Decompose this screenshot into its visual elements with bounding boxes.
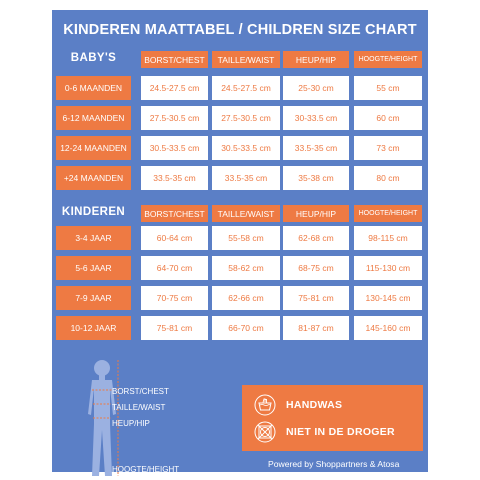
baby-size-cell: 60 cm	[354, 106, 422, 130]
kids-row-label: 10-12 JAAR	[56, 316, 131, 340]
baby-size-cell: 25-30 cm	[283, 76, 349, 100]
kids-size-cell: 75-81 cm	[141, 316, 208, 340]
measure-label-height: HOOGTE/HEIGHT	[112, 465, 180, 474]
footer-credit: Powered by Shoppartners & Atosa	[268, 459, 400, 469]
baby-size-cell: 24.5-27.5 cm	[141, 76, 208, 100]
kids-column-header: TAILLE/WAIST	[212, 205, 280, 222]
kids-size-cell: 75-81 cm	[283, 286, 349, 310]
baby-column-header: HEUP/HIP	[283, 51, 349, 68]
baby-size-cell: 30.5-33.5 cm	[141, 136, 208, 160]
kids-size-cell: 60-64 cm	[141, 226, 208, 250]
child-figure-icon	[88, 360, 119, 476]
chart-title: KINDEREN MAATTABEL / CHILDREN SIZE CHART	[63, 22, 417, 38]
measure-label-hip: HEUP/HIP	[112, 419, 150, 428]
baby-column-header: HOOGTE/HEIGHT	[354, 51, 422, 68]
kids-row-label: 3-4 JAAR	[56, 226, 131, 250]
kids-size-cell: 130-145 cm	[354, 286, 422, 310]
kids-column-header: HEUP/HIP	[283, 205, 349, 222]
kids-size-cell: 98-115 cm	[354, 226, 422, 250]
kids-size-cell: 62-68 cm	[283, 226, 349, 250]
care-row-handwash: HANDWAS	[254, 394, 342, 416]
kids-size-cell: 64-70 cm	[141, 256, 208, 280]
size-chart-panel: KINDEREN MAATTABEL / CHILDREN SIZE CHART…	[52, 10, 428, 476]
handwash-icon	[254, 394, 276, 416]
baby-size-cell: 33.5-35 cm	[141, 166, 208, 190]
baby-size-cell: 73 cm	[354, 136, 422, 160]
baby-size-cell: 35-38 cm	[283, 166, 349, 190]
care-row-no-dryer: NIET IN DE DROGER	[254, 421, 395, 443]
baby-column-header: BORST/CHEST	[141, 51, 208, 68]
baby-size-cell: 80 cm	[354, 166, 422, 190]
baby-size-cell: 27.5-30.5 cm	[141, 106, 208, 130]
kids-size-cell: 145-160 cm	[354, 316, 422, 340]
kids-size-cell: 66-70 cm	[212, 316, 280, 340]
baby-size-cell: 24.5-27.5 cm	[212, 76, 280, 100]
kids-size-cell: 68-75 cm	[283, 256, 349, 280]
baby-size-cell: 33.5-35 cm	[212, 166, 280, 190]
baby-size-cell: 33.5-35 cm	[283, 136, 349, 160]
kids-size-cell: 62-66 cm	[212, 286, 280, 310]
baby-row-label: 12-24 MAANDEN	[56, 136, 131, 160]
no-dryer-label: NIET IN DE DROGER	[286, 426, 395, 438]
kids-size-cell: 70-75 cm	[141, 286, 208, 310]
kids-column-header: HOOGTE/HEIGHT	[354, 205, 422, 222]
baby-section-label: BABY'S	[70, 52, 117, 64]
measure-label-waist: TAILLE/WAIST	[112, 403, 166, 412]
no-tumble-dry-icon	[254, 421, 276, 443]
baby-row-label: 0-6 MAANDEN	[56, 76, 131, 100]
baby-size-cell: 30-33.5 cm	[283, 106, 349, 130]
baby-size-cell: 30.5-33.5 cm	[212, 136, 280, 160]
kids-row-label: 7-9 JAAR	[56, 286, 131, 310]
kids-size-cell: 81-87 cm	[283, 316, 349, 340]
kids-section-label: KINDEREN	[61, 206, 126, 218]
kids-row-label: 5-6 JAAR	[56, 256, 131, 280]
baby-size-cell: 27.5-30.5 cm	[212, 106, 280, 130]
measure-label-chest: BORST/CHEST	[112, 387, 169, 396]
baby-row-label: +24 MAANDEN	[56, 166, 131, 190]
kids-column-header: BORST/CHEST	[141, 205, 208, 222]
handwash-label: HANDWAS	[286, 399, 343, 411]
baby-size-cell: 55 cm	[354, 76, 422, 100]
baby-row-label: 6-12 MAANDEN	[56, 106, 131, 130]
kids-size-cell: 115-130 cm	[354, 256, 422, 280]
care-instructions-box: HANDWAS NIET IN DE DROGER	[242, 385, 423, 451]
kids-size-cell: 58-62 cm	[212, 256, 280, 280]
kids-size-cell: 55-58 cm	[212, 226, 280, 250]
baby-column-header: TAILLE/WAIST	[212, 51, 280, 68]
